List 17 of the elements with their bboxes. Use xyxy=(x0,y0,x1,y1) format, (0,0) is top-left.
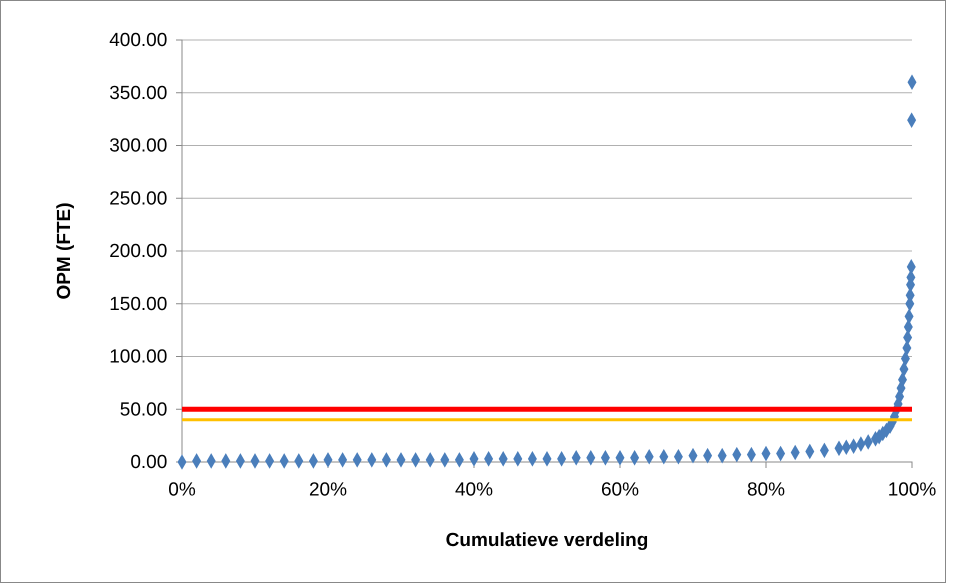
y-tick-label: 150.00 xyxy=(109,294,168,315)
x-tick-label: 0% xyxy=(168,480,196,501)
y-tick-label: 0.00 xyxy=(130,452,168,474)
x-tick-label: 20% xyxy=(308,480,348,501)
y-tick-label: 50.00 xyxy=(120,399,168,420)
y-tick-label: 250.00 xyxy=(109,188,168,210)
y-axis-title: OPM (FTE) xyxy=(54,202,75,300)
y-tick-label: 300.00 xyxy=(109,136,168,157)
x-tick-label: 100% xyxy=(888,480,936,501)
x-tick-label: 40% xyxy=(454,480,494,501)
y-tick-label: 350.00 xyxy=(109,82,168,104)
y-tick-label: 200.00 xyxy=(109,241,168,262)
x-tick-label: 60% xyxy=(600,480,640,501)
y-tick-label: 400.00 xyxy=(109,30,168,52)
x-tick-label: 80% xyxy=(746,480,786,501)
y-tick-label: 100.00 xyxy=(109,346,168,368)
x-axis-title: Cumulatieve verdeling xyxy=(446,530,648,551)
